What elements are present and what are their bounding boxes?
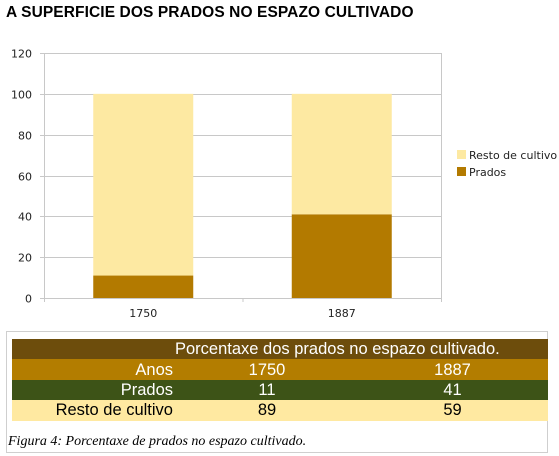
y-tick-label-20: 20: [18, 252, 32, 265]
x-tick-label-1750: 1750: [129, 307, 157, 320]
bar-resto-de-cultivo-1887: [291, 93, 392, 215]
figure-caption: Figura 4: Porcentaxe de prados no espazo…: [8, 434, 307, 449]
legend-label-resto-de-cultivo: Resto de cultivo: [469, 149, 557, 162]
row-label-prados: Prados: [12, 379, 177, 401]
cell-year-1887: 1887: [357, 359, 548, 380]
row-label-resto: Resto de cultivo: [12, 400, 177, 421]
row-label-anos: Anos: [12, 359, 177, 380]
y-tick-label-60: 60: [18, 171, 32, 184]
bar-prados-1887: [291, 214, 392, 298]
legend-label-prados: Prados: [469, 166, 506, 179]
table-row-years: Anos 1750 1887: [12, 359, 548, 380]
y-tick-label-100: 100: [11, 89, 32, 102]
cell-resto-1750: 89: [177, 400, 357, 421]
table-row-resto: Resto de cultivo 89 59: [12, 400, 548, 421]
bar-resto-de-cultivo-1750: [93, 93, 194, 276]
cell-prados-1887: 41: [357, 379, 548, 401]
table-header: Porcentaxe dos prados no espazo cultivad…: [12, 339, 548, 360]
y-tick-label-0: 0: [25, 293, 32, 306]
cell-prados-1750: 11: [177, 379, 357, 401]
stacked-bar-chart: 0 20 40 60 80 100 120 1750 1887 Resto de cultivo P…: [0, 35, 559, 327]
x-tick-label-1887: 1887: [328, 307, 356, 320]
data-table: Porcentaxe dos prados no espazo cultivad…: [12, 339, 548, 421]
y-tick-label-40: 40: [18, 211, 32, 224]
legend-swatch-prados: [457, 167, 466, 176]
table-header-row: Porcentaxe dos prados no espazo cultivad…: [12, 339, 548, 360]
legend-swatch-resto-de-cultivo: [457, 150, 466, 159]
table-row-prados: Prados 11 41: [12, 379, 548, 401]
y-tick-label-120: 120: [11, 48, 32, 61]
cell-resto-1887: 59: [357, 400, 548, 421]
chart-svg: 0 20 40 60 80 100 120 1750 1887 Resto de cultivo P…: [11, 48, 557, 321]
bar-prados-1750: [93, 275, 194, 298]
data-table-frame: Porcentaxe dos prados no espazo cultivad…: [6, 331, 548, 453]
cell-year-1750: 1750: [177, 359, 357, 380]
y-tick-label-80: 80: [18, 130, 32, 143]
chart-title: A SUPERFICIE DOS PRADOS NO ESPAZO CULTIV…: [6, 4, 414, 21]
